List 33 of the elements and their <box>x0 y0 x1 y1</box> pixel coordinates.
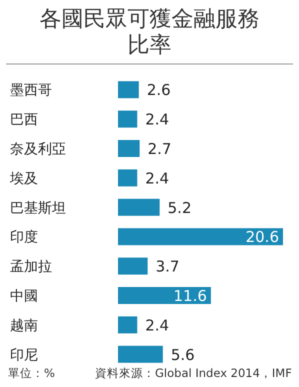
bar <box>118 228 283 246</box>
bar <box>118 140 140 157</box>
data-label: 11.6 <box>174 287 207 305</box>
data-label: 3.7 <box>156 258 180 276</box>
y-tick-label: 巴西 <box>10 112 38 128</box>
y-tick-label: 中國 <box>10 288 38 304</box>
annotation: 資料來源：Global Index 2014，IMF <box>95 366 292 380</box>
data-label: 2.7 <box>148 140 172 158</box>
y-tick-label: 孟加拉 <box>10 259 52 276</box>
chart-title: 各國民眾可獲金融服務比率 <box>40 7 260 58</box>
bar <box>118 110 138 128</box>
bar <box>118 81 139 98</box>
text: 單位：% <box>8 366 55 380</box>
data-label: 2.4 <box>145 169 170 188</box>
bar <box>118 287 211 304</box>
y-tick-label: 印度 <box>10 230 38 246</box>
bar <box>118 258 148 275</box>
data-label: 2.4 <box>145 110 170 129</box>
data-label: 2.6 <box>146 81 171 100</box>
bar <box>118 169 138 186</box>
data-label: 20.6 <box>246 228 279 246</box>
data-label: 5.2 <box>168 198 192 217</box>
y-tick-label: 越南 <box>10 318 38 334</box>
y-tick-label: 奈及利亞 <box>10 142 66 158</box>
data-label: 5.6 <box>170 346 195 364</box>
y-tick-label: 印尼 <box>10 347 38 364</box>
y-tick-label: 墨西哥 <box>10 82 52 99</box>
y-tick-label: 埃及 <box>9 170 38 187</box>
y-tick-label: 巴基斯坦 <box>10 200 66 216</box>
bar <box>118 346 163 363</box>
bar <box>118 316 138 334</box>
bar <box>118 198 160 216</box>
data-label: 2.4 <box>145 316 170 334</box>
